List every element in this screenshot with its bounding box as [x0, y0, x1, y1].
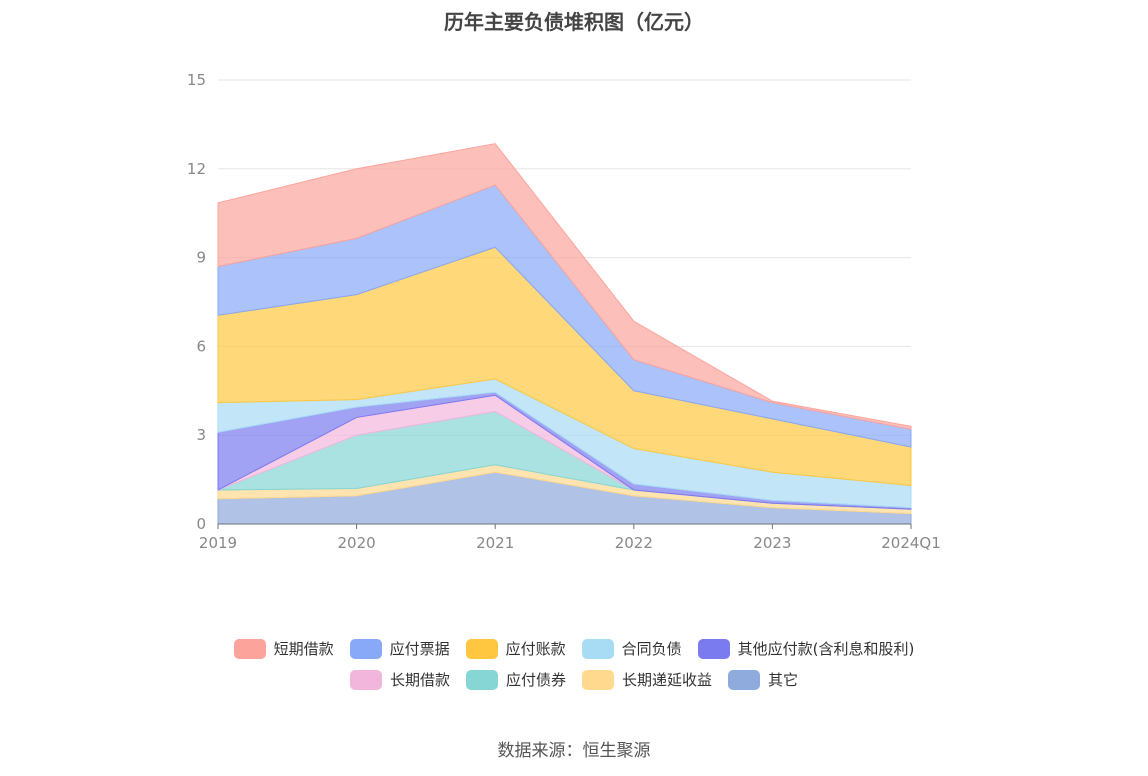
legend-swatch	[349, 669, 382, 690]
legend-swatch	[465, 669, 498, 690]
legend-swatch	[349, 638, 382, 659]
stacked-area-chart: 0 3 6 9 12 15 2019 2020 2021 2022 2023 2024Q1	[187, 71, 941, 552]
legend-label: 短期借款	[273, 640, 334, 658]
legend-row: 长期借款 应付债券 长期递延收益 其它	[0, 669, 1148, 690]
legend-item[interactable]: 应付账款	[465, 638, 566, 659]
data-source-note: 数据来源：恒生聚源	[497, 741, 651, 761]
legend-swatch	[581, 638, 614, 659]
y-tick-label: 12	[187, 160, 206, 178]
y-tick-label: 3	[196, 426, 206, 444]
legend-item[interactable]: 短期借款	[233, 638, 334, 659]
x-tick-label: 2020	[338, 534, 376, 552]
y-tick-label: 6	[196, 337, 206, 355]
y-tick-label: 15	[187, 71, 206, 89]
legend-item[interactable]: 其他应付款(含利息和股利)	[697, 638, 915, 659]
y-tick-label: 0	[196, 515, 206, 533]
x-tick-label: 2019	[199, 534, 237, 552]
y-tick-label: 9	[196, 249, 206, 267]
chart-title: 历年主要负债堆积图（亿元）	[444, 10, 704, 34]
legend-item[interactable]: 其它	[728, 669, 798, 690]
legend-label: 其它	[768, 671, 799, 689]
legend-row: 短期借款 应付票据 应付账款 合同负债 其他应付款(含利息和股利)	[0, 638, 1148, 659]
legend-label: 应付债券	[505, 671, 566, 689]
legend-swatch	[465, 638, 498, 659]
area-series	[217, 143, 912, 430]
legend-label: 应付账款	[505, 640, 566, 658]
legend-item[interactable]: 长期递延收益	[582, 669, 712, 690]
legend-label: 合同负债	[621, 640, 682, 658]
legend-item[interactable]: 应付债券	[465, 669, 566, 690]
x-tick-label: 2024Q1	[881, 534, 941, 552]
legend-label: 应付票据	[389, 640, 450, 658]
legend-swatch	[697, 638, 730, 659]
legend-swatch	[582, 669, 614, 690]
x-tick-label: 2021	[476, 534, 514, 552]
legend-label: 其他应付款(含利息和股利)	[737, 640, 915, 658]
x-tick-label: 2022	[615, 534, 653, 552]
chart-legend: 短期借款 应付票据 应付账款 合同负债 其他应付款(含利息和股利) 长期借款 应付债券 长期…	[0, 638, 1148, 700]
legend-swatch	[233, 638, 266, 659]
x-tick-label: 2023	[753, 534, 791, 552]
legend-label: 长期借款	[389, 671, 450, 689]
legend-label: 长期递延收益	[622, 671, 713, 689]
legend-item[interactable]: 合同负债	[581, 638, 682, 659]
legend-item[interactable]: 应付票据	[349, 638, 450, 659]
legend-item[interactable]: 长期借款	[349, 669, 450, 690]
legend-swatch	[728, 669, 761, 690]
